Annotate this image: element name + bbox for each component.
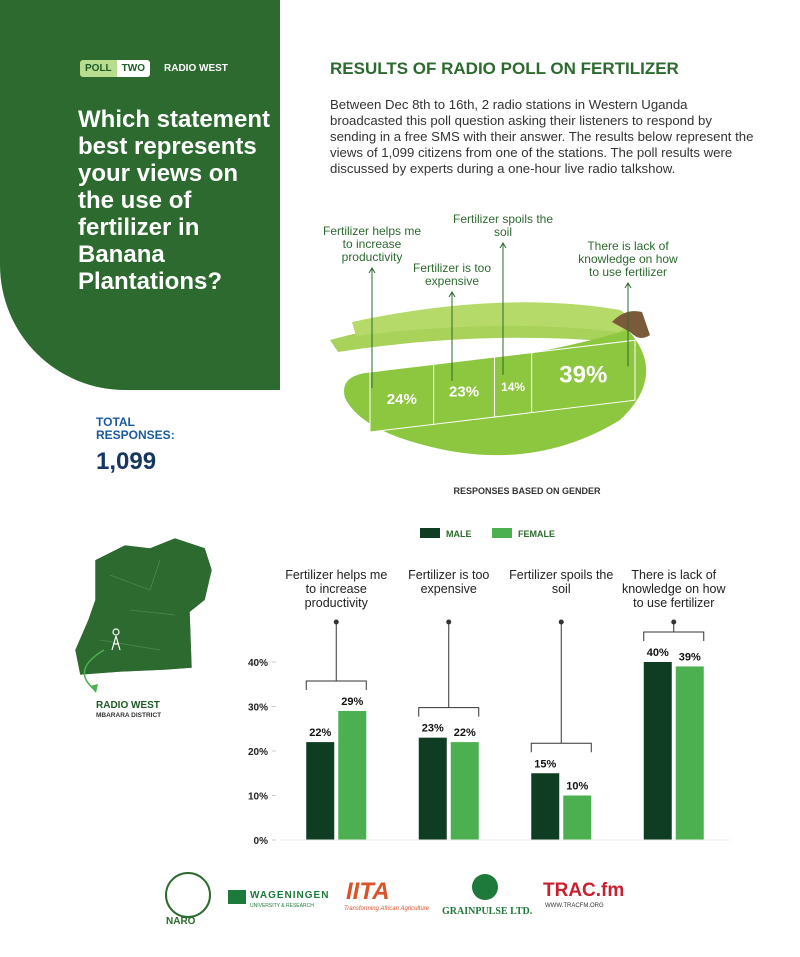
segment-label: 14% — [501, 380, 525, 394]
bracket-dot — [558, 619, 564, 625]
bar — [450, 742, 479, 840]
bar-value-label: 22% — [454, 727, 476, 739]
bar-value-label: 23% — [422, 723, 444, 735]
station-label: RADIO WEST — [164, 63, 228, 74]
bar-value-label: 40% — [647, 647, 669, 659]
map-district: MBARARA DISTRICT — [96, 712, 162, 719]
segment — [531, 339, 636, 414]
map-station: RADIO WEST — [96, 700, 160, 711]
segment-label: 23% — [449, 384, 479, 401]
segment-category: There is lack of knowledge on how to use… — [578, 239, 678, 279]
bracket — [418, 622, 480, 717]
legend-swatch — [492, 528, 512, 538]
wageningen-mark — [228, 890, 246, 904]
segment-category: Fertilizer helps me to increase producti… — [322, 224, 422, 264]
segment-category: Fertilizer is too expensive — [412, 261, 492, 288]
bar-value-label: 39% — [679, 651, 701, 663]
results-description: Between Dec 8th to 16th, 2 radio station… — [330, 97, 754, 176]
bracket — [643, 622, 705, 641]
y-tick-label: 20% — [248, 747, 268, 758]
question: Which statement best represents your vie… — [78, 106, 271, 295]
iita-logo: IITA — [346, 878, 390, 905]
y-tick-label: 10% — [248, 792, 268, 803]
bar — [643, 662, 672, 840]
x-category-label: There is lack of knowledge on how to use… — [621, 568, 726, 610]
legend-swatch — [420, 528, 440, 538]
x-category-label: Fertilizer is too expensive — [408, 568, 490, 596]
annotation-arrow — [624, 282, 632, 289]
x-category-label: Fertilizer spoils the soil — [509, 568, 614, 596]
bar-value-label: 15% — [534, 758, 556, 770]
x-category-label: Fertilizer helps me to increase producti… — [285, 568, 388, 610]
bar — [675, 666, 704, 840]
bar — [306, 742, 335, 840]
results-title: RESULTS OF RADIO POLL ON FERTILIZER — [330, 59, 679, 78]
bracket — [305, 622, 367, 690]
total-label: TOTAL RESPONSES: — [96, 415, 175, 442]
segment-category: Fertilizer spoils the soil — [452, 212, 554, 239]
bar-value-label: 10% — [566, 781, 588, 793]
bar-chart-title: RESPONSES BASED ON GENDER — [453, 486, 601, 496]
iita-sub: Transforming African Agriculture — [344, 906, 430, 912]
naro-logo: NARO — [166, 916, 196, 927]
uganda-map — [74, 537, 213, 676]
side-panel — [0, 0, 280, 390]
bar — [418, 737, 447, 840]
y-tick-label: 30% — [248, 703, 268, 714]
banana-stem — [612, 311, 650, 338]
bar — [563, 795, 592, 840]
segment-label: 39% — [559, 361, 607, 388]
banana-back — [352, 302, 630, 336]
bar-value-label: 29% — [341, 696, 363, 708]
radio-icon — [111, 628, 121, 651]
bracket-dot — [671, 619, 677, 625]
total-value: 1,099 — [96, 448, 157, 475]
tracfm-logo: TRAC.fm — [543, 880, 625, 901]
bar — [531, 773, 560, 840]
annotation-arrow — [448, 291, 456, 298]
wageningen-sub: UNIVERSITY & RESEARCH — [250, 903, 314, 909]
poll-label: POLL — [80, 60, 117, 77]
annotation-arrow — [499, 242, 507, 249]
bar-value-label: 22% — [309, 727, 331, 739]
tracfm-sub: WWW.TRACFM.ORG — [545, 903, 604, 909]
bracket-dot — [333, 619, 339, 625]
poll-number: TWO — [116, 60, 150, 77]
grainpulse-mark — [472, 874, 498, 900]
wageningen-logo: WAGENINGEN — [250, 890, 330, 901]
map-borders — [99, 559, 176, 651]
annotation-arrow — [368, 267, 376, 274]
map-arrow-head — [90, 684, 98, 693]
legend-label: FEMALE — [518, 529, 555, 539]
grainpulse-logo: GRAINPULSE LTD. — [442, 906, 533, 917]
bar — [338, 710, 367, 840]
poll-badge: POLL TWO RADIO WEST — [80, 60, 228, 77]
y-tick-label: 40% — [248, 658, 268, 669]
y-tick-label: 0% — [254, 836, 269, 847]
segment-label: 24% — [387, 391, 417, 408]
bracket-dot — [446, 619, 452, 625]
legend-label: MALE — [446, 529, 472, 539]
bracket — [530, 622, 592, 753]
naro-emblem — [165, 872, 211, 918]
